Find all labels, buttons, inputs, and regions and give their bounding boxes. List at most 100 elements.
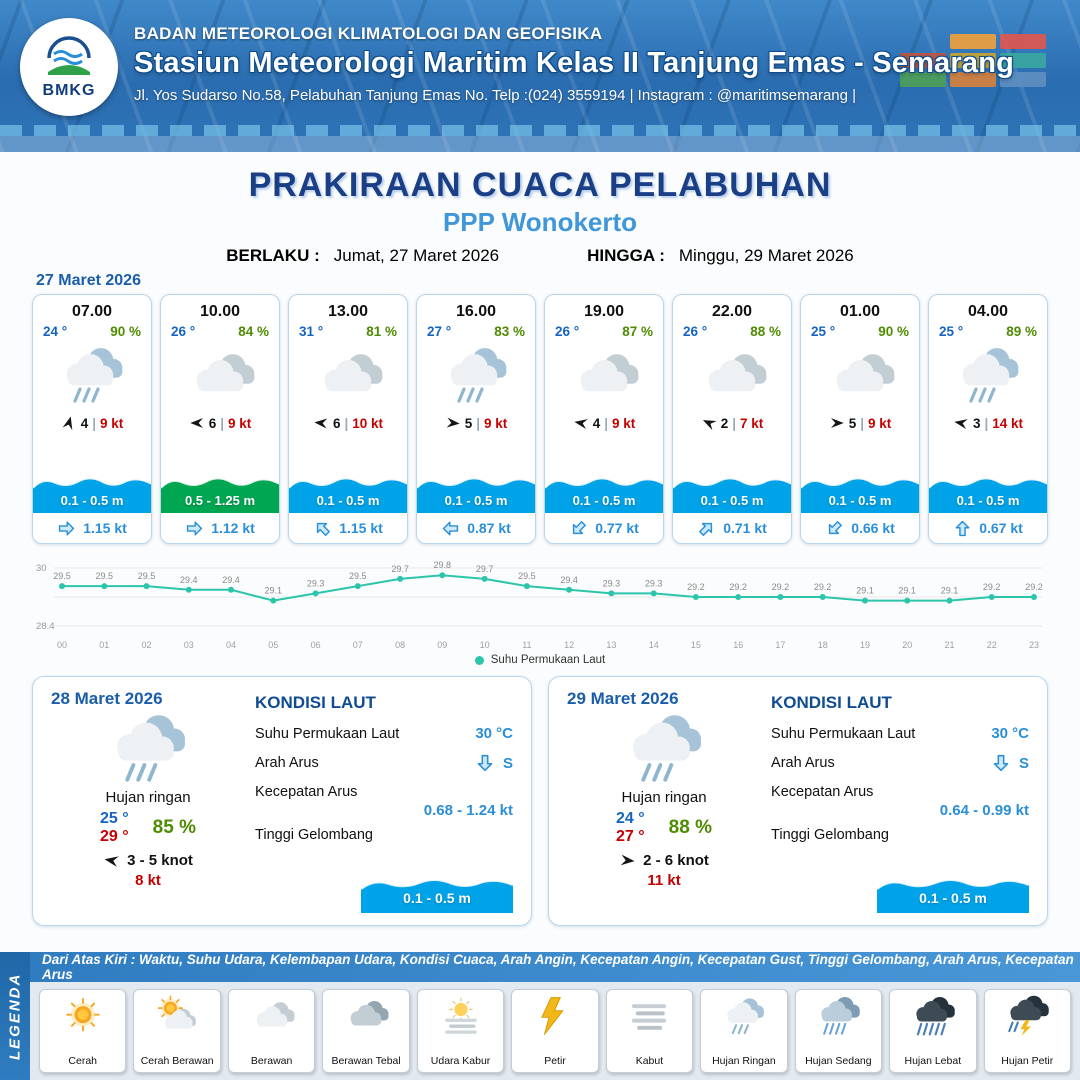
forecast-time: 04.00 xyxy=(967,303,1009,320)
svg-text:01: 01 xyxy=(99,640,109,650)
humidity: 88 % xyxy=(750,324,781,339)
forecast-time: 16.00 xyxy=(455,303,497,320)
agency-name: BADAN METEOROLOGI KLIMATOLOGI DAN GEOFIS… xyxy=(134,24,603,43)
wind-direction-icon xyxy=(829,415,845,431)
wave-height-band: 0.1 - 0.5 m xyxy=(289,471,407,513)
current-speed: 0.71 kt xyxy=(723,520,767,536)
svg-text:29.2: 29.2 xyxy=(687,582,705,592)
current-direction-icon xyxy=(57,519,76,538)
svg-text:00: 00 xyxy=(57,640,67,650)
weather-icon xyxy=(545,339,663,411)
weather-icon xyxy=(673,339,791,411)
wind-row: 6 | 9 kt xyxy=(161,411,279,435)
svg-text:29.1: 29.1 xyxy=(898,586,916,596)
wind-row: 5 | 9 kt xyxy=(801,411,919,435)
current-direction-icon xyxy=(441,519,460,538)
forecast-card: 10.00 26 ° 84 % 6 | 9 kt 0.5 - 1.25 m 1.… xyxy=(160,294,280,544)
harbor-seats-illustration xyxy=(0,125,1080,136)
air-temperature: 25 ° xyxy=(939,324,964,339)
wind-beaufort: 5 xyxy=(464,415,473,431)
sst-label: Suhu Permukaan Laut xyxy=(771,725,916,742)
weather-icon xyxy=(929,339,1047,411)
forecast-card: 19.00 26 ° 87 % 4 | 9 kt 0.1 - 0.5 m 0.7… xyxy=(544,294,664,544)
current-row: 1.15 kt xyxy=(33,513,151,543)
svg-text:29.5: 29.5 xyxy=(138,571,156,581)
wind-beaufort: 6 xyxy=(208,415,217,431)
bmkg-logo-text: BMKG xyxy=(42,82,96,99)
berlaku-label: BERLAKU : xyxy=(226,246,320,265)
sst-label: Suhu Permukaan Laut xyxy=(255,725,400,742)
legend-item-label: Kabut xyxy=(635,1055,664,1068)
wind-row: 5 | 9 kt xyxy=(417,411,535,435)
chart-series-label: Suhu Permukaan Laut xyxy=(490,654,606,666)
forecast-time: 10.00 xyxy=(199,303,241,320)
port-name: PPP Wonokerto xyxy=(442,207,638,237)
separator: | xyxy=(604,415,609,431)
sst-chart-panel: 30 28.4 29.5 00 29.5 01 29.5 02 29.4 03 29.4 04 29.1… xyxy=(32,552,1048,666)
legend-item: Berawan Tebal xyxy=(322,989,410,1073)
svg-text:29.7: 29.7 xyxy=(476,564,494,574)
wind-speed: 9 kt xyxy=(868,415,892,431)
svg-text:29.3: 29.3 xyxy=(645,578,663,588)
separator: | xyxy=(476,415,481,431)
legend-weather-icon xyxy=(531,995,579,1037)
legend-weather-icon xyxy=(909,995,957,1037)
wave-height-band: 0.1 - 0.5 m xyxy=(545,471,663,513)
svg-text:29.2: 29.2 xyxy=(983,582,1001,592)
forecast-time: 22.00 xyxy=(711,303,753,320)
legend-weather-icon xyxy=(814,995,862,1037)
wind-beaufort: 4 xyxy=(80,415,89,431)
bmkg-logo-mark xyxy=(47,36,91,75)
weather-icon xyxy=(417,339,535,411)
wave-height-band: 0.1 - 0.5 m xyxy=(801,471,919,513)
current-direction-icon xyxy=(953,519,972,538)
daily-date: 29 Maret 2026 xyxy=(567,689,679,708)
validity-period: BERLAKU : Jumat, 27 Maret 2026 HINGGA : … xyxy=(0,246,1080,266)
svg-text:22: 22 xyxy=(987,640,997,650)
current-speed: 0.67 kt xyxy=(979,520,1023,536)
weather-condition: Hujan ringan xyxy=(621,789,707,806)
wave-height-value: 0.1 - 0.5 m xyxy=(956,493,1020,508)
current-speed-label: Kecepatan Arus xyxy=(255,784,358,800)
current-speed-label: Kecepatan Arus xyxy=(771,784,874,800)
svg-text:29.1: 29.1 xyxy=(941,586,959,596)
weather-icon xyxy=(801,339,919,411)
separator: | xyxy=(732,415,737,431)
humidity: 83 % xyxy=(494,324,525,339)
current-speed-value: 0.64 - 0.99 kt xyxy=(939,802,1029,819)
svg-text:29.4: 29.4 xyxy=(222,575,240,585)
svg-text:29.8: 29.8 xyxy=(434,560,452,570)
legend-item: Kabut xyxy=(605,989,694,1073)
forecast-time: 19.00 xyxy=(583,303,625,320)
gust-speed: 8 kt xyxy=(135,872,161,889)
current-speed: 0.66 kt xyxy=(851,520,895,536)
header: BMKG BADAN METEOROLOGI KLIMATOLOGI DAN G… xyxy=(0,0,1080,152)
svg-text:18: 18 xyxy=(818,640,828,650)
legend-item: Berawan xyxy=(227,989,316,1073)
wave-height-value: 0.1 - 0.5 m xyxy=(572,493,636,508)
air-temperature: 26 ° xyxy=(555,324,580,339)
legend-item-label: Hujan Petir xyxy=(1001,1055,1054,1068)
weather-icon xyxy=(161,339,279,411)
wind-speed: 9 kt xyxy=(612,415,636,431)
wave-height-value: 0.1 - 0.5 m xyxy=(919,890,987,906)
humidity: 89 % xyxy=(1006,324,1037,339)
svg-text:05: 05 xyxy=(268,640,278,650)
wind-direction-icon xyxy=(313,415,329,431)
air-temperature: 31 ° xyxy=(299,324,324,339)
weather-icon xyxy=(289,339,407,411)
wind-beaufort: 5 xyxy=(848,415,857,431)
weather-icon xyxy=(33,339,151,411)
svg-text:29.7: 29.7 xyxy=(391,564,409,574)
berlaku-value: Jumat, 27 Maret 2026 xyxy=(333,246,500,265)
svg-text:29.5: 29.5 xyxy=(96,571,114,581)
temperature-min: 24 ° xyxy=(616,810,645,827)
wave-height-value: 0.1 - 0.5 m xyxy=(316,493,380,508)
legend-weather-icon xyxy=(1003,995,1051,1037)
legend-item-label: Berawan Tebal xyxy=(331,1055,401,1068)
wave-height-band: 0.1 - 0.5 m xyxy=(33,471,151,513)
wave-height-value: 0.5 - 1.25 m xyxy=(184,493,256,508)
current-speed: 1.12 kt xyxy=(211,520,255,536)
wind-row: 3 | 14 kt xyxy=(929,411,1047,435)
